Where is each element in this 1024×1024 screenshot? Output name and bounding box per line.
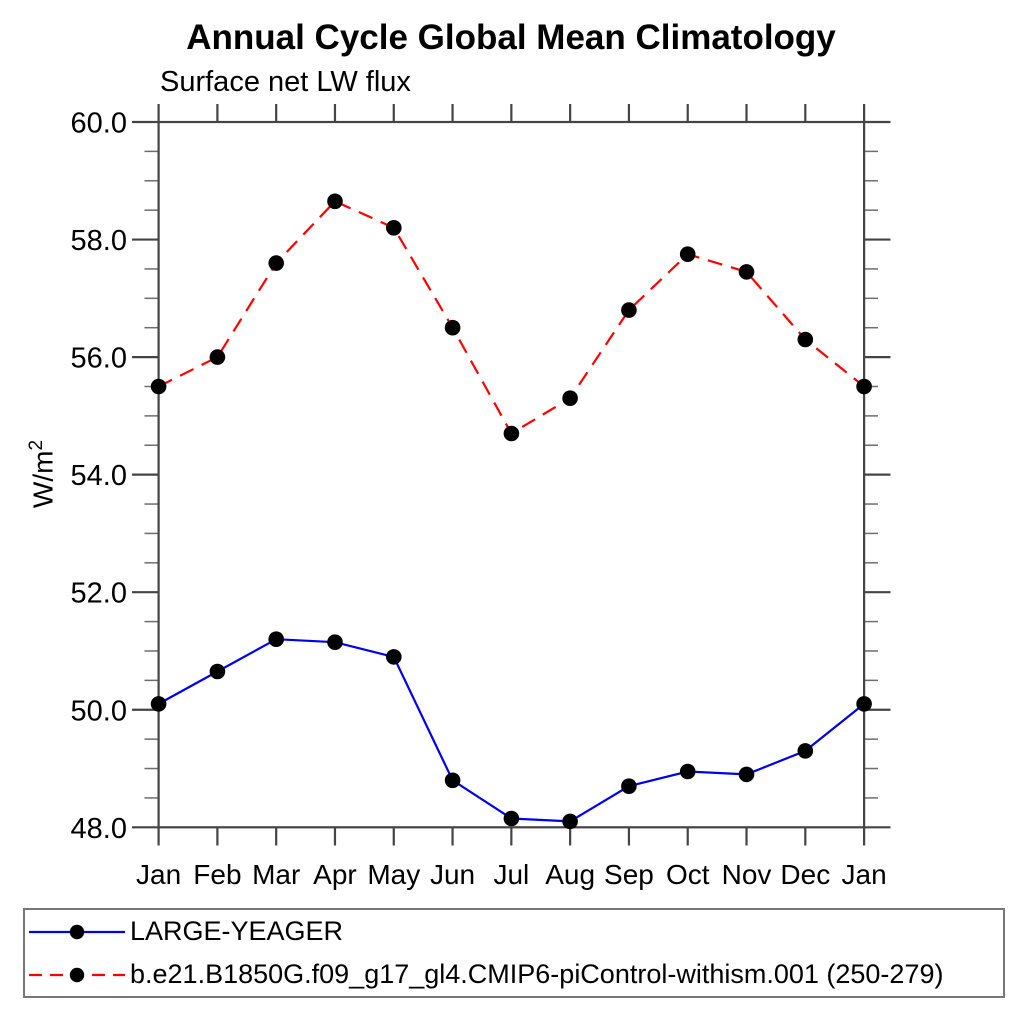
- plot-frame: [157, 120, 866, 829]
- x-tick-label: Apr: [313, 859, 357, 890]
- chart-title: Annual Cycle Global Mean Climatology: [186, 18, 836, 57]
- y-tick-label: 60.0: [71, 108, 127, 140]
- legend-label: LARGE-YEAGER: [130, 916, 344, 946]
- data-point-marker: [621, 778, 637, 794]
- legend-marker-icon: [69, 924, 85, 939]
- data-point-marker: [209, 349, 226, 365]
- x-tick-label: Jun: [430, 859, 475, 890]
- series-line: [158, 199, 865, 436]
- data-point-marker: [679, 246, 696, 262]
- x-tick-label: Dec: [780, 859, 830, 890]
- legend-marker-icon: [69, 967, 85, 982]
- data-point-marker: [738, 264, 755, 280]
- x-tick-label: Mar: [252, 859, 300, 890]
- data-point-marker: [562, 813, 578, 830]
- legend-item: b.e21.B1850G.f09_g17_gl4.CMIP6-piControl…: [25, 953, 1003, 996]
- data-point-marker: [150, 378, 167, 395]
- data-point-marker: [503, 425, 520, 442]
- y-tick-label: 56.0: [71, 343, 127, 375]
- data-point-marker: [856, 378, 872, 395]
- data-point-marker: [327, 193, 343, 210]
- data-point-marker: [679, 763, 696, 780]
- x-tick-label: Jan: [136, 859, 181, 890]
- x-tick-label: Nov: [722, 859, 772, 890]
- x-tick-label: Sep: [604, 859, 654, 890]
- y-tick-label: 52.0: [71, 578, 127, 610]
- y-tick-label: 48.0: [71, 813, 127, 845]
- data-point-marker: [503, 810, 520, 827]
- data-point-marker: [621, 302, 637, 318]
- x-tick-label: Oct: [666, 859, 710, 890]
- data-point-marker: [386, 220, 402, 236]
- x-tick-label: Feb: [193, 859, 241, 890]
- x-tick-label: Aug: [545, 859, 595, 890]
- data-point-marker: [562, 390, 578, 407]
- y-tick-label: 54.0: [71, 460, 127, 492]
- x-tick-label: Jul: [493, 859, 529, 890]
- data-point-marker: [150, 696, 167, 712]
- y-tick-label: 58.0: [71, 225, 127, 257]
- data-point-marker: [444, 772, 461, 789]
- series-line: [158, 638, 865, 823]
- data-point-marker: [797, 743, 814, 759]
- legend-line-sample: [29, 924, 125, 939]
- x-tick-label: Jan: [842, 859, 887, 890]
- data-point-marker: [327, 634, 343, 650]
- data-point-marker: [797, 331, 814, 348]
- chart-subtitle: Surface net LW flux: [160, 66, 411, 98]
- y-tick-label: 50.0: [71, 695, 127, 727]
- data-point-marker: [444, 319, 461, 336]
- legend-rows: LARGE-YEAGER b.e21.B1850G.f09_g17_gl4.CMI…: [25, 910, 1003, 996]
- data-point-marker: [738, 766, 755, 783]
- x-tick-label: May: [367, 859, 420, 890]
- data-point-marker: [856, 696, 872, 712]
- legend-line-sample: [29, 967, 125, 982]
- legend-item: LARGE-YEAGER: [25, 910, 1003, 953]
- data-point-marker: [386, 649, 402, 665]
- data-point-marker: [268, 255, 285, 271]
- legend-label: b.e21.B1850G.f09_g17_gl4.CMIP6-piControl…: [130, 959, 944, 989]
- legend-box: LARGE-YEAGER b.e21.B1850G.f09_g17_gl4.CMI…: [23, 908, 1005, 998]
- data-point-marker: [209, 663, 226, 680]
- data-point-marker: [268, 631, 285, 647]
